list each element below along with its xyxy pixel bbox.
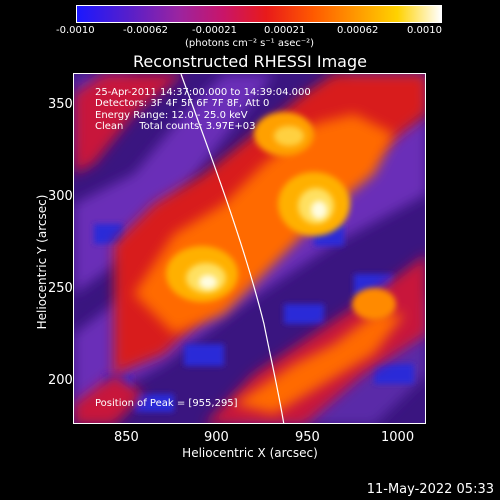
x-tick-label: 850 <box>114 430 139 445</box>
detectors-text: Detectors: 3F 4F 5F 6F 7F 8F, Att 0 <box>95 98 270 109</box>
colorbar-tick-label: -0.0010 <box>56 25 95 36</box>
y-tick-label: 300 <box>48 189 73 204</box>
time-range-text: 25-Apr-2011 14:37:00.000 to 14:39:04.000 <box>95 87 311 98</box>
y-tick-label: 200 <box>48 373 73 388</box>
colorbar <box>76 5 442 23</box>
x-axis-label: Heliocentric X (arcsec) <box>182 446 318 460</box>
colorbar-unit: (photons cm⁻² s⁻¹ asec⁻²) <box>185 38 315 49</box>
clean-counts-text: Clean Total counts: 3.97E+03 <box>95 121 256 132</box>
colorbar-tick-label: -0.00062 <box>123 25 168 36</box>
solar-limb-line <box>180 74 285 423</box>
peak-position-text: Position of Peak = [955,295] <box>95 398 238 409</box>
energy-range-text: Energy Range: 12.0 - 25.0 keV <box>95 110 248 121</box>
x-tick-label: 1000 <box>381 430 415 445</box>
x-tick-label: 950 <box>295 430 320 445</box>
timestamp: 11-May-2022 05:33 <box>366 482 494 497</box>
y-axis-label: Heliocentric Y (arcsec) <box>35 194 49 330</box>
rhessi-image-svg <box>74 74 425 423</box>
y-tick-label: 350 <box>48 97 73 112</box>
colorbar-tick-label: 0.00062 <box>337 25 379 36</box>
plot-title: Reconstructed RHESSI Image <box>133 52 367 71</box>
colorbar-tick-label: -0.00021 <box>192 25 237 36</box>
x-tick-label: 900 <box>204 430 229 445</box>
rhessi-image <box>73 73 426 424</box>
colorbar-tick-label: 0.00021 <box>264 25 306 36</box>
colorbar-tick-label: 0.0010 <box>407 25 442 36</box>
y-tick-label: 250 <box>48 281 73 296</box>
